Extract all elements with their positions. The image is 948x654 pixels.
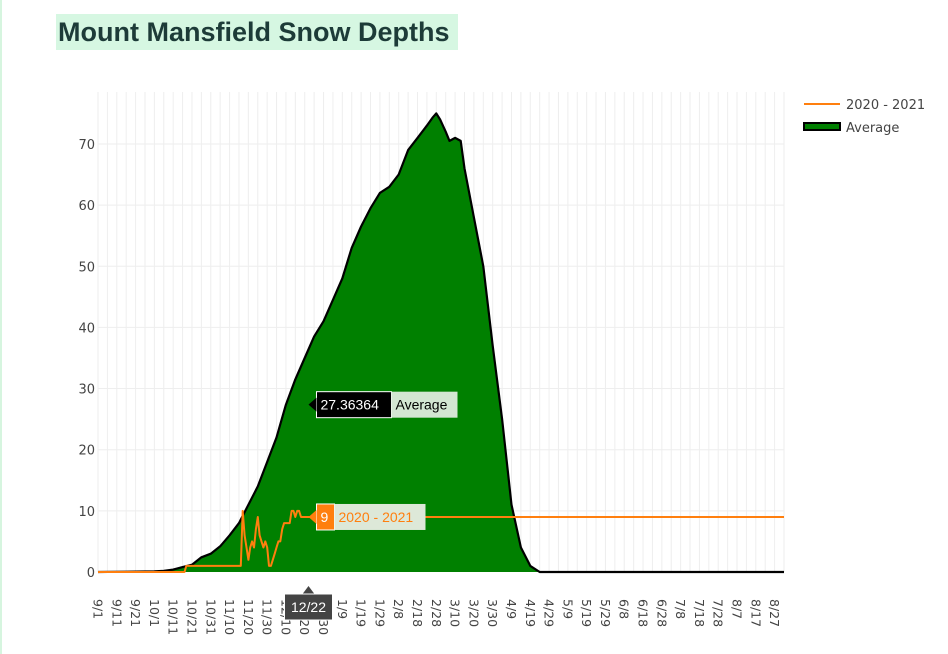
x-tick-label: 1/19 xyxy=(354,599,369,627)
page-title: Mount Mansfield Snow Depths xyxy=(58,16,450,47)
x-tick-label: 9/11 xyxy=(109,599,124,627)
x-tick-label: 10/1 xyxy=(147,599,162,627)
hover-average-value: 27.36364 xyxy=(320,397,379,413)
x-tick-label: 2/18 xyxy=(410,599,425,627)
hover-tooltips: 27.36364 Average 9 2020 - 2021 12/22 xyxy=(283,391,458,621)
hover-average-name-box xyxy=(391,391,458,418)
x-tick-label: 9/21 xyxy=(128,599,143,627)
hover-average: 27.36364 Average xyxy=(308,391,458,419)
season-line[interactable] xyxy=(98,509,784,573)
x-tick-label: 3/10 xyxy=(448,599,463,627)
y-tick-label: 20 xyxy=(78,444,95,459)
x-tick-label: 8/27 xyxy=(767,599,782,627)
hover-season-name: 2020 - 2021 xyxy=(338,509,413,525)
title-banner: Mount Mansfield Snow Depths xyxy=(56,14,458,50)
legend[interactable]: 2020 - 2021 Average xyxy=(803,98,925,136)
x-tick-label: 10/31 xyxy=(203,599,218,635)
x-tick-label: 4/19 xyxy=(523,599,538,627)
x-tick-label: 3/20 xyxy=(466,599,481,627)
hover-x: 12/22 xyxy=(283,586,333,621)
hover-season: 9 2020 - 2021 xyxy=(308,503,426,531)
x-tick-label: 7/28 xyxy=(711,599,726,627)
plot-area[interactable] xyxy=(97,112,784,574)
x-tick-label: 4/9 xyxy=(504,599,519,619)
hover-x-box xyxy=(283,593,333,621)
x-tick-label: 5/29 xyxy=(598,599,613,627)
x-tick-label: 4/29 xyxy=(542,599,557,627)
hover-average-arrow xyxy=(308,397,317,412)
legend-season-label: 2020 - 2021 xyxy=(846,98,925,113)
x-tick-label: 2/8 xyxy=(391,599,406,619)
y-tick-label: 60 xyxy=(78,199,95,214)
y-tick-label: 70 xyxy=(78,138,95,153)
average-line[interactable] xyxy=(97,112,784,574)
x-tick-label: 1/9 xyxy=(335,599,350,619)
y-tick-label: 10 xyxy=(78,505,95,520)
x-tick-label: 6/28 xyxy=(654,599,669,627)
x-tick-label: 1/29 xyxy=(372,599,387,627)
x-tick-label: 5/19 xyxy=(579,599,594,627)
x-tick-label: 6/18 xyxy=(636,599,651,627)
x-tick-label: 11/10 xyxy=(222,599,237,635)
legend-average-swatch xyxy=(803,122,841,131)
left-edge-rule xyxy=(0,0,2,654)
legend-item-average[interactable]: Average xyxy=(803,121,899,136)
x-tick-label: 6/8 xyxy=(617,599,632,619)
hover-x-label: 12/22 xyxy=(291,599,326,615)
x-tick-label: 7/18 xyxy=(692,599,707,627)
x-axis-ticks: 9/1 9/11 9/21 10/1 10/11 10/21 10/31 11/10 11/20… xyxy=(91,599,783,635)
hover-season-arrow xyxy=(308,509,317,524)
hover-average-name: Average xyxy=(395,397,447,413)
y-tick-label: 50 xyxy=(78,260,95,275)
y-tick-label: 40 xyxy=(78,321,95,336)
x-tick-label: 2/28 xyxy=(429,599,444,627)
y-tick-label: 0 xyxy=(87,566,95,581)
hover-season-value: 9 xyxy=(320,509,328,525)
x-tick-label: 5/9 xyxy=(560,599,575,619)
hover-season-name-box xyxy=(334,503,426,530)
hover-x-arrow xyxy=(302,586,315,594)
x-tick-label: 11/20 xyxy=(241,599,256,635)
x-tick-label: 11/30 xyxy=(260,599,275,635)
legend-average-label: Average xyxy=(846,121,899,136)
x-tick-label: 8/17 xyxy=(748,599,763,627)
x-tick-label: 10/11 xyxy=(166,599,181,635)
x-tick-label: 8/7 xyxy=(730,599,745,619)
x-tick-label: 7/8 xyxy=(673,599,688,619)
legend-item-season[interactable]: 2020 - 2021 xyxy=(804,98,925,113)
y-axis-ticks: 0 10 20 30 40 50 60 70 xyxy=(78,138,95,581)
x-tick-label: 3/30 xyxy=(485,599,500,627)
y-tick-label: 30 xyxy=(78,383,95,398)
x-tick-label: 10/21 xyxy=(185,599,200,635)
x-tick-label: 9/1 xyxy=(91,599,106,619)
